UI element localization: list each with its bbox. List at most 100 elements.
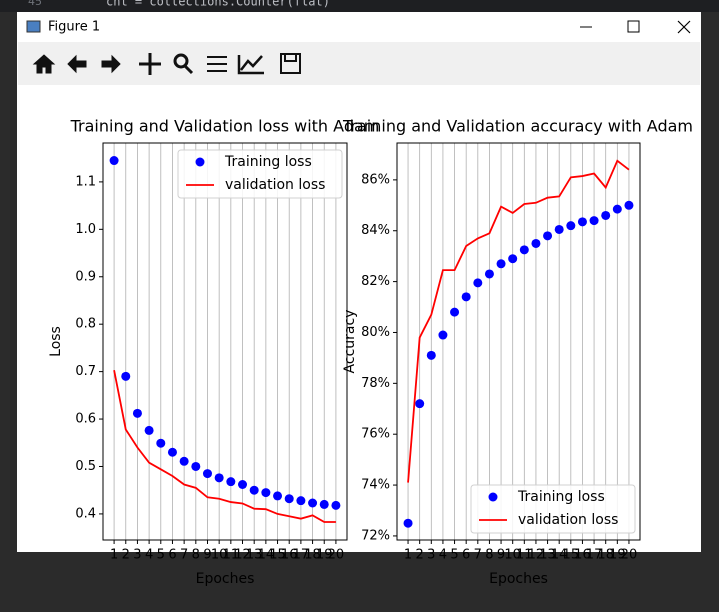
data-point [601,210,611,220]
x-tick-label: 4 [145,548,153,563]
y-tick-label: 1.1 [75,174,96,189]
close-button[interactable] [677,20,691,34]
x-axis-label: Epoches [196,571,255,587]
legend-box [470,484,636,534]
x-tick-label: 17 [293,548,310,563]
data-point [179,456,189,466]
data-point [566,221,576,231]
data-point [624,200,634,210]
x-tick-label: 9 [203,548,211,563]
x-tick-label: 8 [192,548,200,563]
x-tick-label: 16 [574,548,591,563]
data-point [403,518,413,528]
data-point [296,496,306,506]
y-tick-label: 0.9 [75,269,96,284]
data-point [238,480,248,490]
x-tick-label: 1 [404,548,412,563]
maximize-button[interactable] [627,20,640,33]
x-tick-label: 20 [621,548,638,563]
x-tick-label: 1 [110,548,118,563]
chart: 1 2 3 4 5 6 7 8 9 10111213141516171819200.40.50.6… [48,117,379,588]
data-point [167,447,177,457]
data-point [473,278,483,288]
forward-button[interactable] [101,54,121,74]
x-tick-label: 6 [168,548,176,563]
x-tick-label: 3 [133,548,141,563]
x-tick-label: 18 [597,548,614,563]
data-point [109,156,119,166]
data-point [450,307,460,317]
y-tick-label: 76% [361,427,390,442]
y-tick-label: 0.8 [75,317,96,332]
x-tick-label: 9 [497,548,505,563]
edit-axes-button[interactable] [237,55,264,75]
data-point [496,259,506,269]
x-tick-label: 12 [234,548,251,563]
y-tick-label: 0.7 [75,364,96,379]
data-line [407,159,630,483]
y-tick-label: 84% [361,223,390,238]
data-point [331,500,341,510]
window-icon [26,20,41,33]
y-tick-label: 0.6 [75,412,96,427]
data-point [554,224,564,234]
x-tick-label: 15 [563,548,580,563]
x-tick-label: 3 [427,548,435,563]
legend-marker [488,492,498,502]
x-tick-label: 18 [304,548,321,563]
legend-box [177,149,343,199]
data-point [577,217,587,227]
y-tick-label: 82% [361,274,390,289]
data-point [132,408,142,418]
data-point [612,204,622,214]
y-tick-label: 1.0 [75,222,96,237]
x-tick-label: 11 [223,548,240,563]
line-number: 45 [28,0,42,8]
x-tick-label: 6 [462,548,470,563]
y-tick-label: 0.5 [75,459,96,474]
data-point [226,477,236,487]
legend-label: validation loss [518,512,618,528]
home-button[interactable] [32,54,56,74]
data-point [121,371,131,381]
x-tick-label: 16 [281,548,298,563]
data-point [519,245,529,255]
chart: 1 2 3 4 5 6 7 8 9 101112131415161718192072%74%76%… [342,117,693,588]
x-tick-label: 19 [316,548,333,563]
legend-label: validation loss [225,177,325,193]
data-point [438,330,448,340]
data-point [144,425,154,435]
toolbar [18,42,700,85]
zoom-button[interactable] [173,53,189,69]
data-point [273,491,283,501]
x-tick-label: 17 [586,548,603,563]
configure-button[interactable] [207,56,227,72]
plot-frame [102,142,348,541]
y-tick-label: 72% [361,528,390,543]
toolbar-icons [32,53,301,75]
back-button[interactable] [67,54,87,74]
data-point [415,399,425,409]
x-tick-label: 2 [122,548,130,563]
x-tick-label: 13 [539,548,556,563]
x-tick-label: 15 [269,548,286,563]
x-tick-label: 11 [516,548,533,563]
data-point [461,292,471,302]
data-point [319,499,329,509]
pan-button[interactable] [139,53,161,75]
data-point [484,269,494,279]
data-point [308,498,318,508]
x-tick-label: 20 [328,548,345,563]
data-line [113,370,336,523]
y-axis-label: Accuracy [342,310,358,374]
x-tick-label: 10 [504,548,521,563]
x-tick-label: 2 [416,548,424,563]
data-point [426,350,436,360]
data-point [214,473,224,483]
x-tick-label: 13 [246,548,263,563]
data-point [202,469,212,479]
x-tick-label: 7 [180,548,188,563]
y-tick-label: 0.4 [75,506,96,521]
